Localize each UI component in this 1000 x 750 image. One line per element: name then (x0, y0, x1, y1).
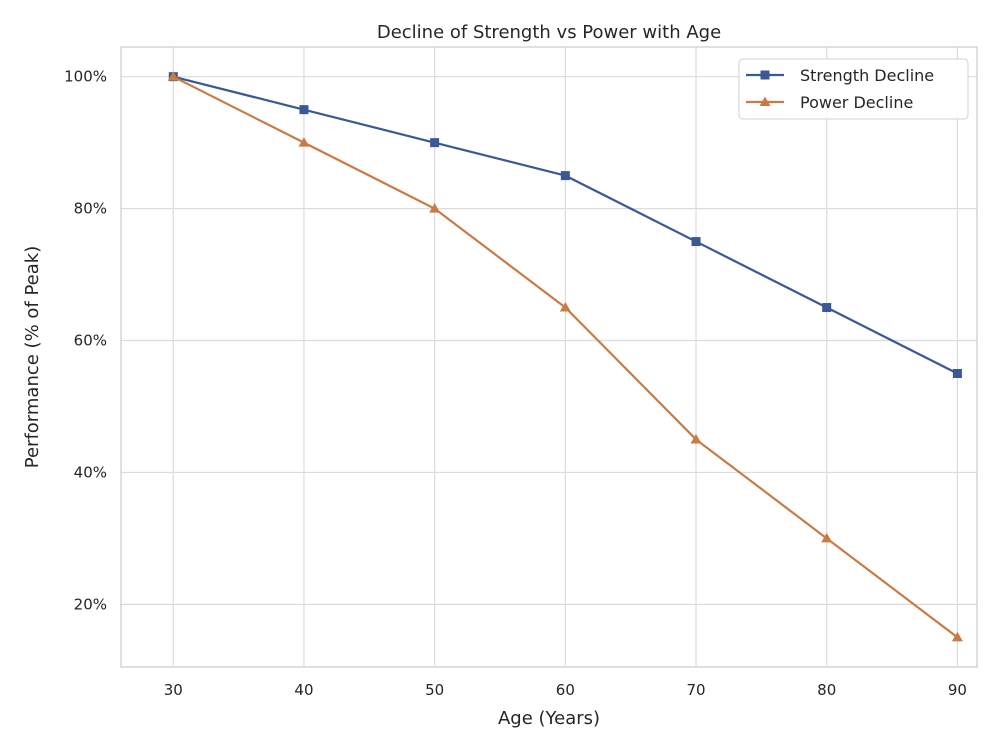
grid (121, 47, 977, 667)
data-point (690, 433, 702, 444)
chart-title: Decline of Strength vs Power with Age (377, 22, 721, 43)
series-power (167, 71, 963, 642)
x-tick-label: 50 (425, 681, 444, 699)
y-axis: 20% 40% 60% 80% 100% (64, 68, 107, 614)
data-point (298, 137, 310, 147)
legend-marker (759, 96, 771, 106)
data-point (430, 138, 440, 148)
data-point (821, 532, 833, 543)
series-group (167, 71, 963, 642)
legend: Strength Decline Power Decline (738, 58, 969, 120)
y-tick-label: 20% (74, 595, 107, 613)
data-point (951, 631, 963, 642)
y-tick-label: 100% (64, 68, 107, 86)
data-point (822, 303, 832, 313)
y-axis-label: Performance (% of Peak) (22, 246, 43, 468)
x-tick-label: 30 (164, 681, 183, 699)
x-axis-label: Age (Years) (498, 708, 600, 729)
legend-box (738, 58, 969, 120)
y-tick-label: 60% (74, 332, 107, 350)
y-tick-label: 80% (74, 200, 107, 218)
data-point (952, 368, 962, 378)
data-point (559, 302, 571, 312)
x-tick-label: 70 (686, 681, 705, 699)
x-tick-label: 90 (948, 681, 967, 699)
data-point (691, 237, 701, 247)
legend-label: Power Decline (800, 93, 913, 112)
y-tick-label: 40% (74, 463, 107, 481)
data-point (167, 71, 179, 81)
data-point (560, 171, 570, 181)
x-tick-label: 60 (556, 681, 575, 699)
x-tick-label: 40 (294, 681, 313, 699)
legend-marker (760, 70, 770, 80)
legend-label: Strength Decline (800, 66, 934, 85)
plot-frame (120, 46, 978, 668)
data-point (429, 203, 441, 213)
x-tick-label: 80 (817, 681, 836, 699)
x-axis: 30 40 50 60 70 80 90 (164, 681, 967, 699)
data-point (299, 105, 309, 115)
